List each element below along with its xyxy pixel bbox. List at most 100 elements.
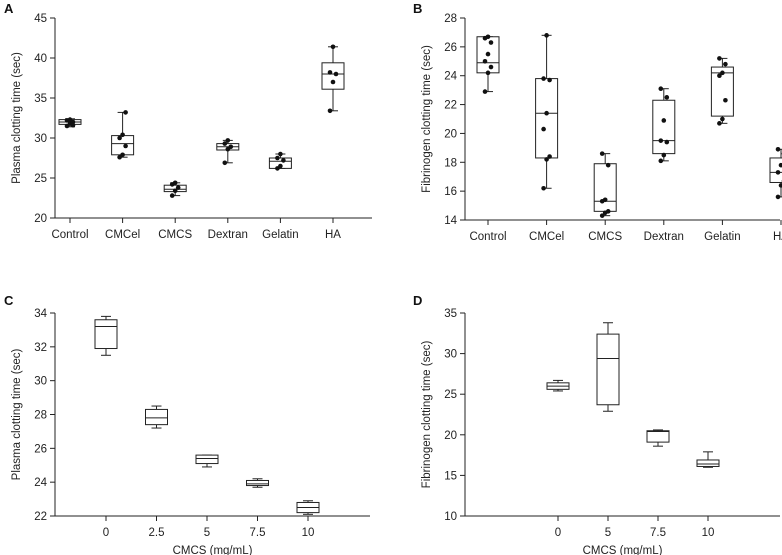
data-point: [605, 209, 611, 214]
data-point: [723, 61, 728, 67]
iqr-box: [145, 408, 168, 426]
data-point: [541, 76, 546, 81]
x-tick-label: 5: [204, 527, 210, 539]
iqr-box: [710, 66, 734, 117]
data-point: [222, 160, 228, 166]
panel-d: D 10 15 20 25 30 35 0 5 7.5 10 Fibrinogen clotting …: [413, 293, 780, 555]
data-point: [67, 117, 73, 122]
data-point: [327, 70, 333, 75]
y-tick-label: 20: [444, 128, 457, 140]
box-plot-gelatin: [268, 151, 292, 171]
iqr-box: [535, 78, 559, 159]
box-plot-ha: [769, 147, 782, 200]
data-point: [281, 158, 286, 163]
data-point: [544, 110, 549, 116]
data-point: [547, 154, 552, 159]
data-point: [775, 170, 781, 175]
data-point: [117, 135, 122, 141]
y-tick-label: 10: [444, 511, 457, 523]
x-tick-label: CMCS: [158, 229, 192, 241]
data-point: [723, 97, 728, 103]
y-tick-label: 14: [444, 215, 457, 227]
box-plot-cmcs: [593, 151, 617, 218]
data-point: [661, 118, 667, 123]
iqr-box: [94, 319, 118, 350]
x-tick-label: 0: [555, 527, 561, 539]
iqr-box: [246, 479, 269, 487]
data-point: [485, 51, 491, 57]
y-tick-label: 30: [34, 376, 47, 388]
iqr-box: [111, 135, 135, 156]
y-axis-title: Fibrinogen clotting time (sec): [421, 341, 433, 489]
panel-letter: D: [413, 293, 422, 308]
iqr-box: [596, 333, 620, 406]
y-tick-label: 22: [444, 100, 457, 112]
y-tick-label: 35: [34, 93, 47, 105]
y-tick-label: 18: [444, 157, 457, 169]
data-point: [222, 141, 228, 146]
data-point: [327, 108, 333, 114]
box-plot-0: [546, 379, 570, 392]
data-point: [278, 163, 283, 169]
y-tick-label: 24: [34, 477, 47, 489]
data-point: [333, 71, 339, 77]
data-point: [482, 89, 488, 94]
data-point: [482, 58, 488, 64]
iqr-box: [769, 157, 782, 183]
box-plot-10: [696, 451, 720, 468]
y-tick-label: 45: [34, 13, 47, 25]
y-tick-label: 26: [34, 443, 47, 455]
data-point: [547, 77, 552, 83]
y-tick-label: 20: [34, 213, 47, 225]
panel-letter: B: [413, 1, 422, 16]
x-tick-label: 5: [605, 527, 611, 539]
y-tick-label: 35: [444, 308, 457, 320]
data-point: [599, 213, 605, 218]
y-tick-label: 40: [34, 53, 47, 65]
x-tick-label: Gelatin: [262, 229, 298, 241]
box-plot-cmcel: [535, 33, 559, 191]
x-tick-label: Control: [51, 229, 88, 241]
data-point: [485, 34, 491, 40]
data-point: [602, 197, 608, 203]
box-plot-7-5: [246, 478, 269, 488]
x-axis-title: CMCS (mg/mL): [583, 545, 663, 555]
y-axis-title: Plasma clotting time (sec): [11, 52, 23, 184]
y-tick-label: 30: [444, 349, 457, 361]
y-tick-label: 20: [444, 430, 457, 442]
x-tick-label: Dextran: [208, 229, 248, 241]
x-tick-label: CMCel: [529, 231, 564, 243]
iqr-box: [646, 430, 670, 443]
x-tick-label: 0: [103, 527, 109, 539]
data-point: [275, 155, 280, 161]
data-point: [123, 110, 128, 115]
data-point: [541, 185, 546, 191]
data-point: [720, 116, 725, 122]
panel-c: C 22 24 26 28 30 32 34 0 2.5 5 7.5 10 Plasma clotting…: [4, 293, 370, 555]
x-tick-label: 7.5: [250, 527, 266, 539]
box-plot-10: [296, 500, 320, 515]
panel-b: B 14 16 18 20 22 24 26 28 Control CMCel CMCS Dextran…: [413, 1, 782, 243]
data-point: [120, 132, 125, 138]
data-point: [488, 40, 494, 45]
panel-a: A 20 25 30 35 40 45 Control CMCel CMCS Dextran Gela…: [4, 1, 372, 241]
box-plot-0: [94, 315, 118, 356]
box-plot-cmcel: [111, 110, 135, 160]
x-tick-label: 10: [302, 527, 315, 539]
data-point: [664, 95, 670, 100]
x-tick-label: 7.5: [650, 527, 666, 539]
y-tick-label: 22: [34, 511, 47, 523]
x-tick-label: Dextran: [644, 231, 684, 243]
data-point: [717, 73, 722, 79]
data-point: [778, 162, 782, 168]
iqr-box: [321, 62, 345, 90]
x-tick-label: Gelatin: [704, 231, 740, 243]
data-point: [169, 193, 175, 198]
data-point: [605, 162, 611, 168]
box-plot-gelatin: [710, 56, 734, 126]
data-point: [175, 185, 181, 190]
data-point: [120, 152, 125, 158]
data-point: [664, 139, 670, 145]
data-point: [225, 138, 231, 143]
